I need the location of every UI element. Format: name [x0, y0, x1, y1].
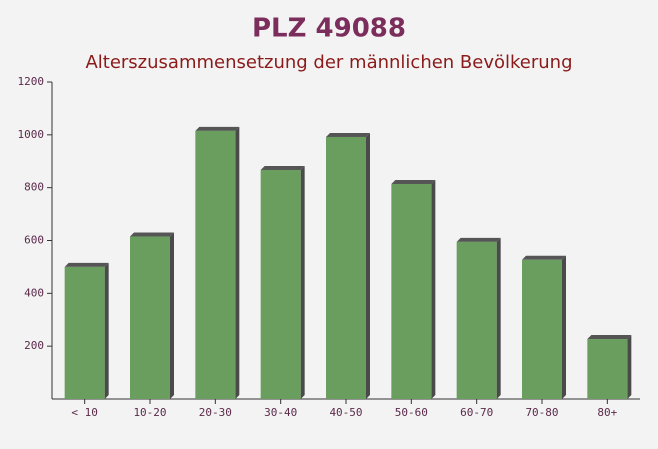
bar-top	[522, 255, 566, 260]
bar-top	[64, 262, 109, 267]
x-tick-label: 80+	[597, 406, 617, 419]
bar	[260, 169, 301, 399]
bar-top	[391, 179, 436, 184]
bar-side	[627, 335, 632, 399]
x-tick-label: < 10	[71, 406, 98, 419]
bar	[130, 236, 170, 399]
x-tick-label: 30-40	[264, 406, 297, 419]
y-tick-label: 1000	[18, 128, 45, 141]
bar	[195, 130, 236, 399]
x-tick-label: 60-70	[460, 406, 493, 419]
x-tick-label: 40-50	[329, 406, 362, 419]
bar-top	[130, 232, 174, 237]
bar-side	[104, 262, 109, 399]
x-tick-label: 10-20	[133, 406, 166, 419]
bar-side	[431, 179, 436, 399]
x-tick-label: 20-30	[199, 406, 232, 419]
x-tick-label: 50-60	[395, 406, 428, 419]
y-tick-label: 1200	[18, 75, 45, 88]
y-tick-label: 200	[24, 339, 44, 352]
bar-top	[326, 132, 370, 137]
bar-top	[587, 335, 632, 340]
bar-top	[260, 165, 305, 170]
bar-side	[170, 232, 174, 399]
bar-top	[195, 126, 240, 131]
y-tick-label: 800	[24, 181, 44, 194]
bar	[456, 241, 497, 399]
bar-side	[496, 237, 501, 399]
bar-side	[300, 165, 305, 399]
x-tick-label: 70-80	[525, 406, 558, 419]
bar	[587, 339, 628, 399]
y-tick-label: 400	[24, 286, 44, 299]
bar	[326, 136, 366, 400]
bar-top	[456, 237, 501, 242]
chart-title: PLZ 49088	[252, 14, 406, 44]
bar-side	[235, 126, 240, 399]
chart-subtitle: Alterszusammensetzung der männlichen Bev…	[85, 52, 572, 73]
bar-side	[562, 255, 566, 399]
bar	[522, 259, 562, 399]
bar	[64, 266, 105, 399]
bar	[391, 183, 432, 399]
bar-side	[366, 132, 370, 400]
y-tick-label: 600	[24, 234, 44, 247]
